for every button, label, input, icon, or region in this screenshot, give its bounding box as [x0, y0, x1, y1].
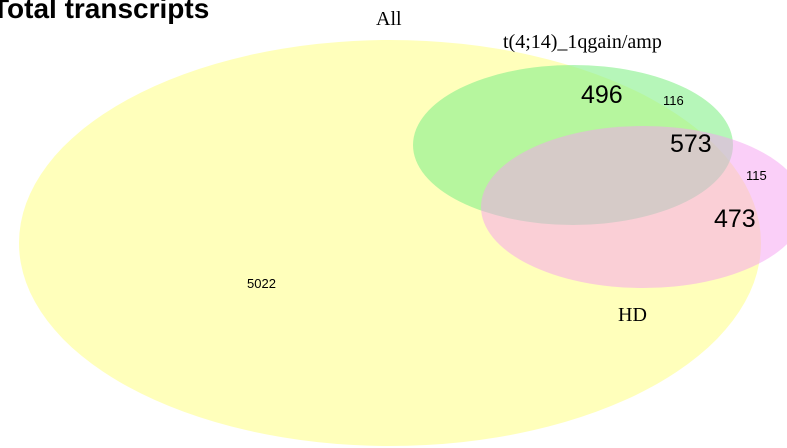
figure-title: Total transcripts: [0, 0, 210, 24]
set-hd-ellipse: [481, 126, 787, 288]
region-count-hd: 473: [714, 205, 756, 233]
region-count-all-only: 5022: [247, 276, 276, 291]
set-all-label: All: [376, 8, 402, 30]
region-count-hd-outer: 115: [746, 168, 767, 183]
region-count-t414-hd: 573: [670, 130, 712, 158]
set-hd-label: HD: [618, 304, 647, 326]
region-count-t414-outer: 116: [663, 93, 684, 108]
region-count-t414: 496: [581, 81, 623, 109]
set-t414-label: t(4;14)_1qgain/amp: [503, 31, 662, 53]
